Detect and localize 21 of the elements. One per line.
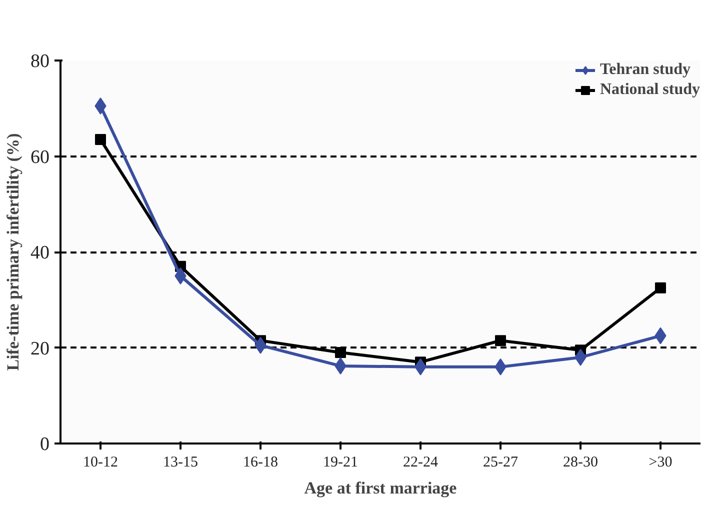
point (655, 282, 666, 294)
legend-label: National study (600, 81, 700, 99)
x-tick-label: 10-12 (83, 454, 118, 470)
x-axis-title: Age at first marriage (304, 478, 458, 498)
y-tick-label: 0 (40, 434, 50, 455)
y-tick-label: 60 (30, 146, 50, 168)
point (495, 335, 506, 346)
x-tick-label: 13-15 (163, 454, 198, 470)
y-tick-label: 20 (30, 338, 50, 360)
legend-label: Tehran study (600, 61, 691, 79)
y-tick-label: 40 (30, 242, 50, 264)
x-tick-label: 16-18 (243, 454, 278, 470)
y-tick-label: 80 (30, 51, 50, 72)
point (95, 134, 106, 145)
point (335, 347, 346, 358)
x-tick-label: >30 (648, 454, 672, 470)
x-tick-label: 19-21 (323, 454, 358, 470)
x-tick-label: 22-24 (403, 454, 438, 470)
x-tick-label: 25-27 (483, 454, 518, 470)
y-axis-title: Life-time primary infertility (%) (4, 133, 22, 371)
x-tick-label: 28-30 (563, 454, 598, 470)
